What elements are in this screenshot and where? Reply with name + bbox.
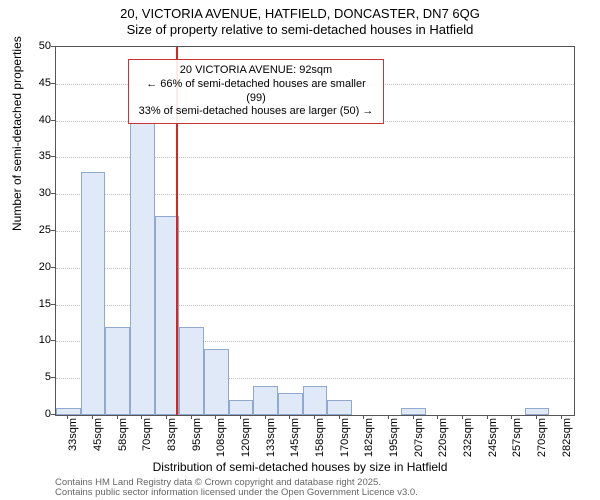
bar <box>401 408 426 415</box>
bar <box>56 408 81 415</box>
x-tick-label: 33sqm <box>67 418 79 468</box>
credit-line-2: Contains public sector information licen… <box>55 488 418 498</box>
y-tick-label: 20 <box>36 261 51 273</box>
bar <box>179 327 204 415</box>
y-tick-mark <box>51 377 56 378</box>
x-tick-label: 220sqm <box>437 418 449 468</box>
x-tick-label: 270sqm <box>536 418 548 468</box>
x-tick-label: 70sqm <box>141 418 153 468</box>
x-tick-label: 45sqm <box>92 418 104 468</box>
x-tick-label: 207sqm <box>413 418 425 468</box>
bar <box>81 172 106 415</box>
x-tick-label: 83sqm <box>166 418 178 468</box>
y-tick-label: 10 <box>36 334 51 346</box>
y-tick-mark <box>51 83 56 84</box>
x-tick-label: 120sqm <box>240 418 252 468</box>
y-tick-label: 30 <box>36 187 51 199</box>
y-tick-mark <box>51 156 56 157</box>
title-line-1: 20, VICTORIA AVENUE, HATFIELD, DONCASTER… <box>0 6 600 22</box>
y-tick-label: 15 <box>36 298 51 310</box>
bar <box>105 327 130 415</box>
bar <box>327 400 352 415</box>
bar <box>229 400 254 415</box>
bar <box>525 408 550 415</box>
chart-container: 20, VICTORIA AVENUE, HATFIELD, DONCASTER… <box>0 0 600 500</box>
y-tick-label: 5 <box>36 371 51 383</box>
y-tick-mark <box>51 193 56 194</box>
x-tick-label: 245sqm <box>487 418 499 468</box>
y-tick-label: 40 <box>36 114 51 126</box>
x-tick-label: 170sqm <box>339 418 351 468</box>
y-tick-mark <box>51 414 56 415</box>
credit-block: Contains HM Land Registry data © Crown c… <box>55 478 418 499</box>
y-tick-mark <box>51 267 56 268</box>
y-tick-mark <box>51 304 56 305</box>
annotation-line-1: 20 VICTORIA AVENUE: 92sqm <box>135 64 377 78</box>
annotation-line-3: 33% of semi-detached houses are larger (… <box>135 105 377 119</box>
y-tick-mark <box>51 340 56 341</box>
x-tick-label: 145sqm <box>289 418 301 468</box>
y-tick-mark <box>51 120 56 121</box>
x-tick-label: 108sqm <box>215 418 227 468</box>
x-tick-label: 232sqm <box>462 418 474 468</box>
x-tick-label: 133sqm <box>265 418 277 468</box>
y-tick-label: 45 <box>36 77 51 89</box>
y-tick-mark <box>51 230 56 231</box>
annotation-line-2: ← 66% of semi-detached houses are smalle… <box>135 78 377 106</box>
bar <box>204 349 229 415</box>
y-tick-label: 35 <box>36 150 51 162</box>
y-tick-label: 0 <box>36 408 51 420</box>
x-tick-label: 158sqm <box>314 418 326 468</box>
y-tick-label: 50 <box>36 40 51 52</box>
annotation-box: 20 VICTORIA AVENUE: 92sqm ← 66% of semi-… <box>128 59 384 124</box>
y-tick-label: 25 <box>36 224 51 236</box>
bar <box>278 393 303 415</box>
title-line-2: Size of property relative to semi-detach… <box>0 22 600 38</box>
title-block: 20, VICTORIA AVENUE, HATFIELD, DONCASTER… <box>0 6 600 39</box>
x-tick-label: 195sqm <box>388 418 400 468</box>
bar <box>253 386 278 415</box>
bar <box>130 121 155 415</box>
x-tick-label: 182sqm <box>363 418 375 468</box>
x-tick-label: 257sqm <box>511 418 523 468</box>
bar <box>303 386 328 415</box>
x-tick-label: 58sqm <box>117 418 129 468</box>
y-tick-mark <box>51 46 56 47</box>
plot-area: 20 VICTORIA AVENUE: 92sqm ← 66% of semi-… <box>55 46 575 416</box>
y-axis-label: Number of semi-detached properties <box>10 36 24 231</box>
x-tick-label: 282sqm <box>561 418 573 468</box>
x-tick-label: 95sqm <box>191 418 203 468</box>
